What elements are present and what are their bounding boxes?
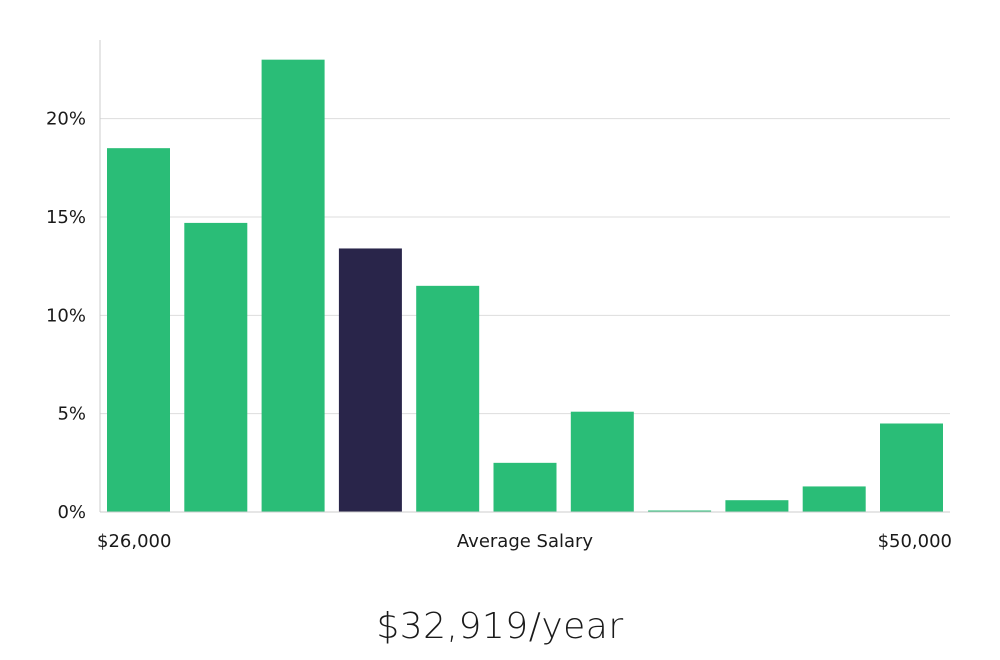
bar[interactable] [570, 411, 634, 512]
x-axis-title: Average Salary [457, 531, 594, 552]
y-tick-label: 10% [46, 305, 86, 326]
y-tick-label: 0% [57, 502, 86, 523]
x-max-label: $50,000 [878, 531, 952, 552]
average-salary-value: $32,919/year [376, 606, 624, 647]
bar[interactable] [725, 500, 789, 512]
y-tick-label: 5% [57, 404, 86, 425]
highlighted-bar[interactable] [338, 248, 402, 512]
bar[interactable] [802, 486, 866, 512]
x-min-label: $26,000 [97, 531, 171, 552]
bar[interactable] [107, 148, 170, 512]
bar[interactable] [184, 222, 248, 512]
bar[interactable] [880, 423, 943, 513]
bar[interactable] [416, 285, 480, 512]
bar[interactable] [648, 510, 712, 513]
bar[interactable] [261, 59, 325, 513]
y-tick-label: 20% [46, 109, 86, 130]
bar[interactable] [493, 462, 557, 512]
salary-histogram: 0% 5% 10% 15% 20% $26,000 Average Salary $50,00… [46, 40, 952, 552]
y-tick-label: 15% [46, 207, 86, 228]
